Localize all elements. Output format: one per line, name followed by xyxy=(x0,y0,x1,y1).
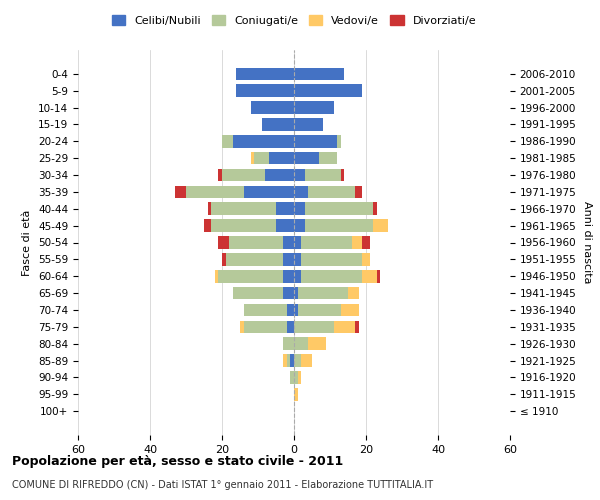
Bar xyxy=(294,354,301,367)
Bar xyxy=(175,186,186,198)
Bar xyxy=(208,202,211,215)
Bar xyxy=(240,320,244,333)
Bar xyxy=(305,220,373,232)
Text: Popolazione per età, sesso e stato civile - 2011: Popolazione per età, sesso e stato civil… xyxy=(12,455,343,468)
Bar xyxy=(218,236,229,249)
Bar xyxy=(301,253,362,266)
Bar xyxy=(305,168,341,181)
Bar xyxy=(301,354,312,367)
Bar xyxy=(294,220,305,232)
Bar xyxy=(251,152,254,164)
Bar xyxy=(218,270,283,282)
Text: COMUNE DI RIFREDDO (CN) - Dati ISTAT 1° gennaio 2011 - Elaborazione TUTTITALIA.I: COMUNE DI RIFREDDO (CN) - Dati ISTAT 1° … xyxy=(12,480,433,490)
Bar xyxy=(355,186,362,198)
Bar xyxy=(186,186,244,198)
Bar xyxy=(337,135,341,147)
Bar xyxy=(294,152,319,164)
Bar xyxy=(283,253,294,266)
Bar xyxy=(294,101,334,114)
Bar xyxy=(294,371,298,384)
Bar xyxy=(222,253,226,266)
Bar xyxy=(334,320,355,333)
Bar xyxy=(222,135,233,147)
Bar xyxy=(236,84,294,97)
Bar xyxy=(283,338,294,350)
Bar xyxy=(294,236,301,249)
Bar xyxy=(276,220,294,232)
Bar xyxy=(211,202,276,215)
Bar xyxy=(294,320,334,333)
Bar xyxy=(301,270,362,282)
Bar xyxy=(352,236,362,249)
Bar xyxy=(287,354,290,367)
Bar xyxy=(294,270,301,282)
Bar xyxy=(308,338,326,350)
Bar xyxy=(290,354,294,367)
Bar xyxy=(287,320,294,333)
Bar xyxy=(290,371,294,384)
Bar xyxy=(362,270,377,282)
Bar xyxy=(283,354,287,367)
Bar xyxy=(233,287,283,300)
Bar xyxy=(244,304,287,316)
Bar xyxy=(362,236,370,249)
Bar xyxy=(373,202,377,215)
Bar xyxy=(377,270,380,282)
Bar xyxy=(362,253,370,266)
Bar xyxy=(294,118,323,131)
Bar xyxy=(294,68,344,80)
Bar xyxy=(226,253,283,266)
Bar xyxy=(294,202,305,215)
Bar xyxy=(355,320,359,333)
Bar xyxy=(294,168,305,181)
Bar xyxy=(262,118,294,131)
Y-axis label: Fasce di età: Fasce di età xyxy=(22,210,32,276)
Bar xyxy=(294,84,362,97)
Bar xyxy=(294,338,308,350)
Bar xyxy=(276,202,294,215)
Bar xyxy=(229,236,283,249)
Bar xyxy=(269,152,294,164)
Bar xyxy=(244,186,294,198)
Bar xyxy=(244,320,287,333)
Bar xyxy=(301,236,352,249)
Bar xyxy=(319,152,337,164)
Bar xyxy=(294,186,308,198)
Bar xyxy=(265,168,294,181)
Y-axis label: Anni di nascita: Anni di nascita xyxy=(582,201,592,284)
Bar xyxy=(283,270,294,282)
Bar xyxy=(341,304,359,316)
Bar xyxy=(254,152,269,164)
Bar xyxy=(294,287,298,300)
Bar xyxy=(222,168,265,181)
Bar xyxy=(298,287,348,300)
Legend: Celibi/Nubili, Coniugati/e, Vedovi/e, Divorziati/e: Celibi/Nubili, Coniugati/e, Vedovi/e, Di… xyxy=(107,10,481,30)
Bar xyxy=(283,287,294,300)
Bar xyxy=(218,168,222,181)
Bar xyxy=(215,270,218,282)
Bar xyxy=(283,236,294,249)
Bar xyxy=(294,135,337,147)
Bar xyxy=(298,304,341,316)
Bar xyxy=(294,304,298,316)
Bar xyxy=(341,168,344,181)
Bar xyxy=(294,388,298,400)
Bar xyxy=(294,253,301,266)
Bar xyxy=(204,220,211,232)
Bar xyxy=(348,287,359,300)
Bar xyxy=(287,304,294,316)
Bar xyxy=(236,68,294,80)
Bar xyxy=(305,202,373,215)
Bar xyxy=(211,220,276,232)
Bar xyxy=(233,135,294,147)
Bar xyxy=(251,101,294,114)
Bar xyxy=(308,186,355,198)
Bar xyxy=(298,371,301,384)
Bar xyxy=(373,220,388,232)
